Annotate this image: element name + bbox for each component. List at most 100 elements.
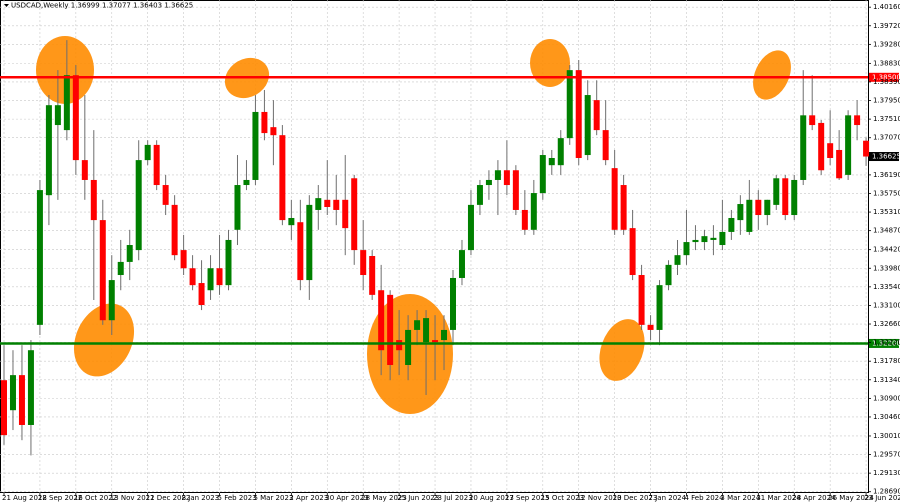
price-label: 1.36625 — [872, 153, 900, 161]
candle-body — [701, 236, 708, 243]
candle-body — [593, 100, 600, 131]
candle-body — [656, 285, 663, 330]
candle-body — [450, 277, 456, 330]
candle-body — [1, 380, 7, 436]
candle-body — [737, 204, 744, 221]
y-tick-label: 1.33980 — [873, 264, 900, 272]
candle-body — [297, 222, 304, 281]
candle-body — [557, 138, 564, 166]
candle-body — [818, 122, 825, 171]
y-tick-label: 1.32660 — [873, 320, 900, 328]
candle-body — [270, 127, 277, 136]
candle-body — [378, 290, 385, 351]
candle-body — [476, 185, 483, 205]
candle-body — [369, 256, 376, 295]
candle-body — [638, 275, 645, 325]
candle-body — [45, 105, 52, 196]
candle-body — [189, 268, 196, 286]
candle-body — [261, 111, 268, 134]
candle-body — [423, 318, 430, 343]
candle-body — [728, 217, 735, 232]
x-tick-label: 10 Dec 2023 — [613, 494, 658, 502]
candle-body — [396, 340, 403, 351]
highlight — [599, 319, 645, 381]
overlay: 1.38500 1.32200 1.36625 — [0, 72, 900, 348]
candle-body — [333, 199, 340, 210]
y-tick-label: 1.33540 — [873, 283, 900, 291]
y-tick-label: 1.36190 — [873, 171, 900, 179]
candle-body — [791, 179, 798, 216]
high-value: 1.37077 — [102, 2, 131, 10]
candle-body — [324, 199, 331, 208]
x-tick-label: 13 Nov 2022 — [110, 494, 155, 502]
candle-body — [575, 70, 582, 158]
y-tick-label: 1.40160 — [873, 3, 900, 11]
candle-body — [198, 283, 205, 306]
candle-body — [180, 250, 187, 269]
candle-body — [81, 160, 88, 180]
level-label: 1.32200 — [872, 339, 900, 347]
x-tick-label: 21 Aug 2022 — [2, 494, 47, 502]
x-tick-label: 4 Feb 2024 — [684, 494, 724, 502]
x-tick-label: 15 Oct 2023 — [541, 494, 584, 502]
candle-body — [117, 261, 124, 276]
candle-body — [234, 185, 241, 230]
candle-body — [99, 220, 106, 321]
candle-body — [548, 157, 555, 166]
candle-body — [746, 199, 753, 232]
open-value: 1.36999 — [71, 2, 100, 10]
price-label-box — [869, 152, 899, 162]
candle-body — [845, 115, 852, 175]
candle-body — [719, 231, 726, 246]
y-tick-label: 1.37510 — [873, 115, 900, 123]
candle-body — [288, 217, 295, 226]
x-tick-label: 20 Aug 2023 — [469, 494, 514, 502]
candle-body — [773, 178, 780, 205]
candle-body — [584, 95, 591, 156]
candle-body — [683, 242, 690, 256]
candle-body — [503, 170, 510, 186]
candle-body — [108, 280, 115, 321]
y-tick-label: 1.37070 — [873, 134, 900, 142]
candle-body — [306, 204, 313, 281]
x-tick-label: 5 Feb 2023 — [218, 494, 257, 502]
x-tick-label: 23 Jun 2024 — [864, 494, 900, 502]
candle-body — [36, 190, 43, 325]
x-tick-label: 26 May 2024 — [828, 494, 874, 502]
candle-body — [54, 105, 61, 126]
y-tick-label: 1.28690 — [873, 488, 900, 496]
x-tick-label: 23 Jul 2023 — [433, 494, 473, 502]
candle-body — [827, 143, 834, 158]
candle-body — [530, 193, 537, 230]
close-value: 1.36625 — [164, 2, 193, 10]
y-tick-label: 1.32220 — [873, 339, 900, 347]
candle-body — [432, 340, 439, 343]
candle-body — [863, 140, 870, 157]
y-tick-label: 1.34870 — [873, 227, 900, 235]
x-tick-label: 3 Mar 2024 — [720, 494, 760, 502]
y-tick-label: 1.35310 — [873, 208, 900, 216]
y-tick-label: 1.31340 — [873, 376, 900, 384]
candle-body — [512, 170, 519, 210]
candle-body — [620, 185, 627, 230]
candle-body — [764, 199, 771, 216]
candle-body — [72, 75, 79, 161]
plot-frame — [0, 0, 869, 493]
level-label: 1.38500 — [872, 73, 900, 81]
candles — [1, 40, 870, 456]
highlight — [73, 303, 135, 377]
y-tick-label: 1.31780 — [873, 357, 900, 365]
candle-body — [665, 264, 672, 286]
highlight — [753, 50, 791, 100]
y-tick-label: 1.29130 — [873, 469, 900, 477]
chart-title: USDCAD,Weekly 1.36999 1.37077 1.36403 1.… — [4, 2, 193, 10]
candle-body — [27, 350, 34, 425]
candle-body — [279, 135, 286, 221]
x-tick-label: 31 Mar 2024 — [756, 494, 801, 502]
x-tick-label: 18 Sep 2022 — [38, 494, 82, 502]
candle-body — [126, 245, 133, 262]
y-tick-label: 1.39280 — [873, 40, 900, 48]
x-tick-label: 16 Oct 2022 — [74, 494, 117, 502]
candle-body — [216, 268, 223, 286]
